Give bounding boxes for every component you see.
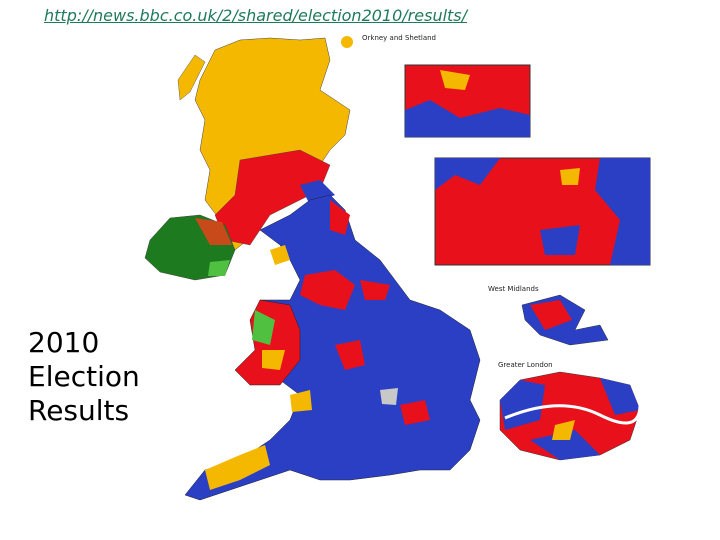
inset-nw-blue2 (595, 158, 650, 265)
inset-london-south (530, 430, 600, 460)
thames (504, 404, 642, 425)
inset-london-yellow (552, 420, 575, 440)
slide-title: 2010 Election Results (28, 326, 140, 427)
wales-plaid (252, 310, 275, 345)
ni-dup (195, 218, 232, 245)
inset-london-west (500, 380, 545, 430)
wales-libdem (262, 350, 285, 370)
north-east (330, 200, 350, 235)
western-isles (177, 54, 206, 101)
speaker-seat (380, 388, 398, 405)
map-label: Greater London (498, 361, 553, 369)
scotland-border (300, 180, 335, 205)
inset-nw-blue3 (540, 225, 580, 255)
cumbria (270, 245, 290, 265)
cornwall (205, 445, 270, 490)
inset-scotland-yellow (440, 70, 470, 90)
map-label: Orkney and Shetland (362, 34, 436, 42)
london (400, 400, 430, 425)
bristol (290, 390, 312, 412)
map-label: West Midlands (488, 285, 539, 293)
ni-alliance (208, 260, 230, 276)
inset-scotland-blue (405, 100, 530, 137)
inset-london-east (600, 378, 640, 415)
inset-nw-blue1 (435, 158, 500, 190)
inset-nw-yellow (560, 168, 580, 185)
inset-wm-red (530, 300, 572, 330)
source-link[interactable]: http://news.bbc.co.uk/2/shared/election2… (44, 6, 468, 25)
north-west (300, 270, 355, 310)
shetland (341, 36, 353, 48)
scotland-central (214, 149, 331, 246)
yorkshire (360, 280, 390, 300)
birmingham (335, 340, 365, 370)
